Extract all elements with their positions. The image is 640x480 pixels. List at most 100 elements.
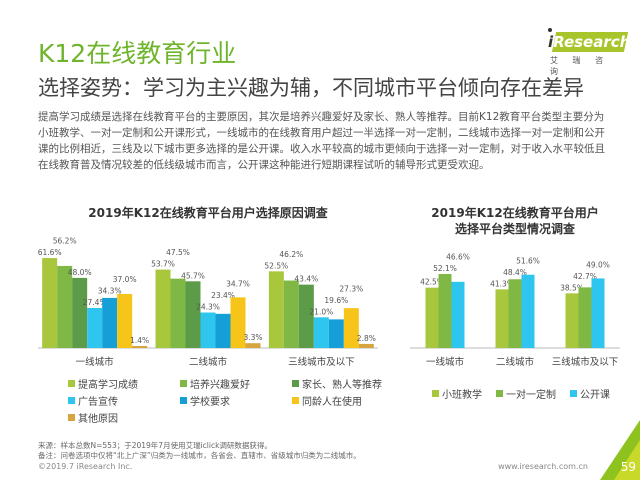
bar [185,281,201,348]
bar [508,279,522,348]
data-label: 41.3% [490,279,514,288]
bar [117,293,133,348]
bar [155,269,171,348]
legend-label: 学校要求 [190,397,230,408]
logo-subtext: 艾 瑞 咨 询 [550,56,610,76]
bar [230,297,246,348]
legend-item: 公开课 [570,386,610,401]
bar [132,345,148,348]
data-label: 52.1% [433,264,457,273]
legend-label: 家长、熟人等推荐 [302,380,382,391]
data-label: 24.3% [196,303,220,312]
bar [358,343,374,348]
bar [245,343,261,348]
data-label: 38.5% [560,283,584,292]
bar [328,319,344,348]
copyright: ©2019.7 iResearch Inc. [38,462,133,471]
bar [215,313,231,348]
legend-item: 家长、熟人等推荐 [292,376,402,391]
bar [565,293,579,348]
legend-item: 广告宣传 [68,393,180,408]
chart1-title: 2019年K12在线教育平台用户选择原因调查 [88,206,328,220]
iresearch-logo: iResearch 艾 瑞 咨 询 [546,28,630,77]
data-label: 47.5% [166,248,190,257]
legend-swatch [570,390,577,397]
bar [591,278,605,348]
legend-label: 一对一定制 [506,390,556,401]
category-label: 三线城市及以下 [288,356,355,368]
legend-swatch [68,397,75,404]
data-label: 34.7% [226,280,250,289]
data-label: 52.5% [264,261,288,270]
bar [578,287,592,348]
data-label: 27.3% [339,284,363,293]
page-number: 59 [620,460,636,474]
bar [298,284,314,348]
legend-item: 一对一定制 [496,386,556,401]
data-label: 3.3% [243,333,262,342]
legend-label: 小班教学 [442,390,482,401]
data-label: 42.5% [420,278,444,287]
category-label: 二线城市 [496,356,535,368]
chart2-title: 2019年K12在线教育平台用户 选择平台类型情况调查 [400,205,630,237]
source-note: 来源：样本总数N=553；于2019年7月使用艾瑞iclick调研数据获得。 [38,441,272,450]
legend-swatch [180,380,187,387]
legend-item: 培养兴趣爱好 [180,376,292,391]
data-label: 48.4% [503,268,527,277]
bar [451,281,465,348]
summary-text: 提高学习成绩是选择在线教育平台的主要原因，其次是培养兴趣爱好及家长、熟人等推荐。… [38,111,605,171]
data-label: 21.0% [309,307,333,316]
chart2-title-line2: 选择平台类型情况调查 [454,222,575,236]
data-label: 27.4% [83,298,107,307]
category-label: 二线城市 [189,356,228,368]
category-label: 一线城市 [426,356,465,368]
data-label: 49.0% [586,260,610,269]
legend-swatch [68,380,75,387]
bar [42,258,58,348]
legend-label: 其他原因 [78,414,118,425]
chart1-legend: 提高学习成绩 培养兴趣爱好 家长、熟人等推荐 广告宣传 学校要求 同龄人在使用 其他原因 [68,376,388,425]
data-label: 1.4% [130,336,149,345]
footnotes: 来源：样本总数N=553；于2019年7月使用艾瑞iclick调研数据获得。 备… [38,441,361,461]
data-label: 48.0% [68,268,92,277]
bar [283,280,299,348]
legend-swatch [292,397,299,404]
data-label: 37.0% [113,275,137,284]
bar [425,287,439,348]
data-label: 56.2% [53,237,77,246]
category-label: 三线城市及以下 [552,356,619,368]
legend-swatch [292,380,299,387]
page-subtitle: 选择姿势：学习为主兴趣为辅，不同城市平台倾向存在差异 [38,76,584,100]
legend-swatch [180,397,187,404]
legend-item: 提高学习成绩 [68,376,180,391]
legend-label: 广告宣传 [78,397,118,408]
bar [268,271,284,348]
chart2-legend: 小班教学 一对一定制 公开课 [432,386,610,401]
bar [438,274,452,348]
legend-item: 学校要求 [180,393,292,408]
data-label: 53.7% [151,260,175,269]
bar [200,312,216,348]
legend-item: 小班教学 [432,386,482,401]
data-label: 51.6% [516,256,540,265]
page-title: K12在线教育行业 [38,39,237,68]
chart2-title-line1: 2019年K12在线教育平台用户 [431,206,599,220]
legend-label: 培养兴趣爱好 [190,380,250,391]
bar [57,265,73,348]
data-label: 42.7% [573,272,597,281]
legend-label: 公开课 [580,390,610,401]
bar [495,289,509,348]
data-label: 61.6% [38,248,62,257]
category-label: 一线城市 [76,356,115,368]
remark-note: 备注：问卷选项中仅将“北上广深”归类为一线城市，各省会、直辖市、省级城市归类为二… [38,451,361,460]
bar [521,274,535,348]
bar [87,307,103,348]
data-label: 34.3% [98,286,122,295]
data-label: 2.8% [357,334,376,343]
corner-decoration [600,420,640,480]
data-label: 46.2% [279,250,303,259]
data-label: 46.6% [446,253,470,262]
bar [313,317,329,348]
legend-label: 提高学习成绩 [78,380,138,391]
